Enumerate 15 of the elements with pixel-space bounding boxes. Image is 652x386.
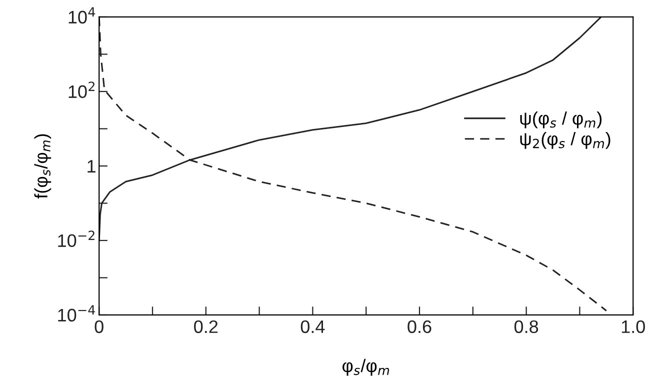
x-tick-label: 1.0 (622, 320, 645, 334)
y-tick-label: 10$^{−4}$ (58, 305, 95, 322)
y-tick-label: 10$^{4}$ (68, 7, 96, 24)
x-axis-title: φ$_{s}$/φ$_{m}$ (342, 358, 390, 376)
legend-label: ψ(φ$_{s}$ / φ$_{m}$) (520, 111, 602, 128)
legend-label: ψ$_{2}$(φ$_{s}$ / φ$_{m}$) (520, 132, 610, 149)
y-axis-title: f(φ$_{s}$/φ$_{m}$) (34, 134, 52, 199)
y-tick-label: 10$^{−2}$ (58, 230, 94, 248)
x-tick-label: 0 (94, 320, 104, 334)
y-tick-label: 1 (88, 160, 96, 173)
x-tick-label: 0.2 (194, 320, 218, 334)
x-tick-label: 0.4 (300, 320, 325, 334)
y-tick-label: 10$^{2}$ (68, 82, 94, 98)
x-tick-label: 0.8 (514, 320, 538, 334)
x-tick-label: 0.6 (408, 320, 432, 334)
